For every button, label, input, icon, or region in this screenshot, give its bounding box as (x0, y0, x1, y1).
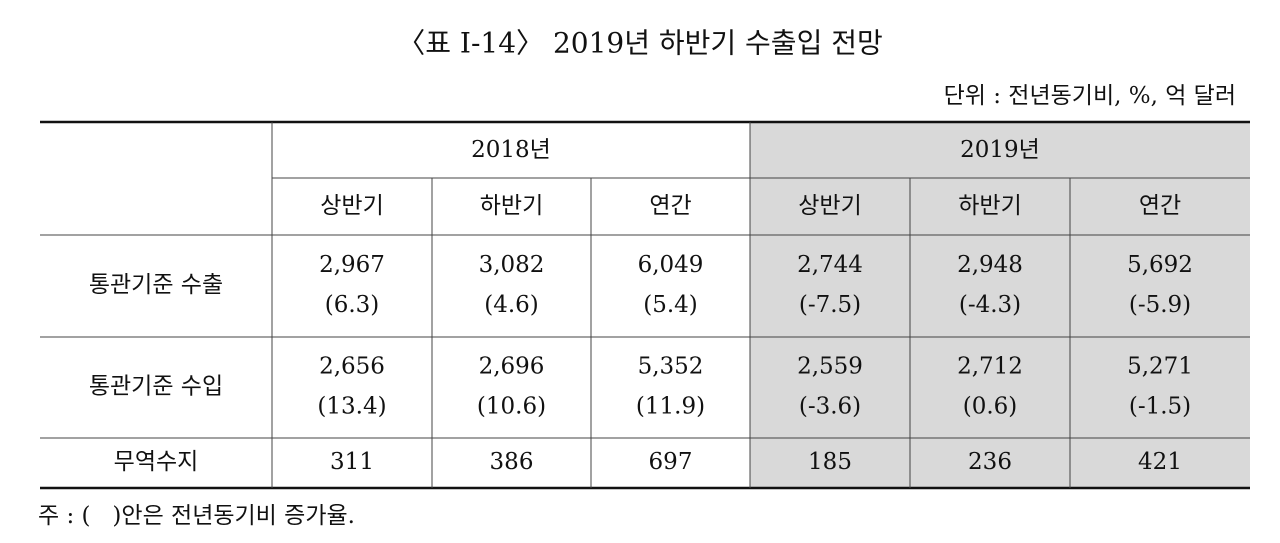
cell-change: (5.4) (643, 292, 698, 318)
sub-header: 하반기 (480, 193, 543, 219)
cell-change: (-3.6) (799, 394, 861, 420)
cell-value: 3,082 (479, 252, 545, 278)
row-label: 통관기준 수출 (89, 272, 223, 298)
cell-change: (-1.5) (1129, 394, 1191, 420)
cell-change: (13.4) (317, 394, 386, 420)
shade-2019 (750, 122, 1250, 488)
cell-change: (10.6) (477, 394, 546, 420)
group-header: 2019년 (960, 137, 1040, 163)
cell-value: 5,692 (1127, 252, 1193, 278)
group-header: 2018년 (471, 137, 551, 163)
cell-value: 421 (1138, 449, 1182, 475)
cell-value: 2,656 (319, 354, 385, 380)
cell-change: (4.6) (484, 292, 539, 318)
note: 주 : ( )안은 전년동기비 증가율. (38, 503, 355, 529)
sub-header: 연간 (1139, 193, 1181, 219)
sub-header: 연간 (649, 193, 691, 219)
sub-header: 하반기 (958, 193, 1021, 219)
cell-change: (6.3) (325, 292, 380, 318)
cell-change: (-4.3) (959, 292, 1021, 318)
cell-value: 2,967 (319, 252, 385, 278)
sub-header: 상반기 (320, 193, 383, 219)
row-label: 무역수지 (114, 449, 199, 475)
cell-change: (-5.9) (1129, 292, 1191, 318)
cell-value: 185 (808, 449, 852, 475)
cell-value: 236 (968, 449, 1012, 475)
cell-value: 2,744 (797, 252, 863, 278)
title: 〈표 Ⅰ-14〉 2019년 하반기 수출입 전망 (397, 27, 883, 60)
cell-value: 5,352 (638, 354, 704, 380)
cell-value: 6,049 (638, 252, 704, 278)
cell-value: 2,948 (957, 252, 1023, 278)
cell-value: 5,271 (1127, 354, 1193, 380)
cell-change: (0.6) (963, 394, 1018, 420)
unit: 단위 : 전년동기비, %, 억 달러 (944, 83, 1236, 109)
row-label: 통관기준 수입 (89, 374, 223, 400)
cell-value: 311 (330, 449, 374, 475)
cell-value: 386 (490, 449, 534, 475)
cell-value: 697 (649, 449, 693, 475)
cell-change: (-7.5) (799, 292, 861, 318)
cell-value: 2,696 (479, 354, 545, 380)
cell-value: 2,712 (957, 354, 1023, 380)
sub-header: 상반기 (798, 193, 861, 219)
cell-change: (11.9) (636, 394, 705, 420)
cell-value: 2,559 (797, 354, 863, 380)
